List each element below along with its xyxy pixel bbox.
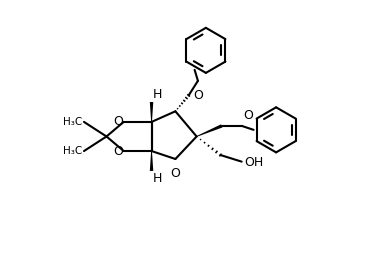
Text: O: O [193, 89, 203, 102]
Text: O: O [113, 145, 124, 158]
Text: H: H [153, 172, 162, 185]
Text: O: O [243, 109, 253, 122]
Text: OH: OH [244, 156, 263, 169]
Polygon shape [196, 124, 222, 137]
Text: O: O [170, 167, 180, 180]
Text: H: H [153, 88, 162, 101]
Text: H₃C: H₃C [63, 117, 83, 127]
Text: H₃C: H₃C [63, 146, 83, 156]
Polygon shape [150, 151, 153, 171]
Text: O: O [113, 114, 124, 128]
Polygon shape [150, 102, 153, 122]
